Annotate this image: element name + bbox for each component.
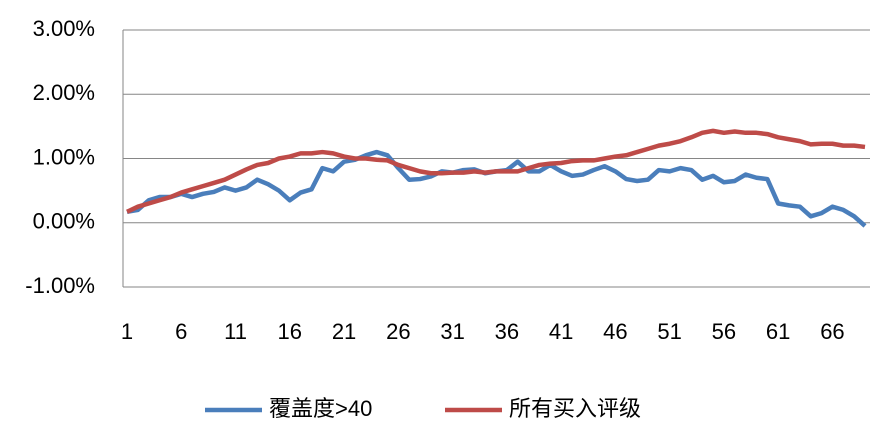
y-tick-label: 3.00% <box>33 16 95 41</box>
x-tick-label: 51 <box>657 319 681 344</box>
x-tick-label: 41 <box>549 319 573 344</box>
x-tick-label: 56 <box>712 319 736 344</box>
x-tick-label: 31 <box>440 319 464 344</box>
x-tick-label: 16 <box>278 319 302 344</box>
x-tick-label: 21 <box>332 319 356 344</box>
y-tick-label: 1.00% <box>33 144 95 169</box>
x-tick-label: 26 <box>386 319 410 344</box>
y-tick-label: 2.00% <box>33 80 95 105</box>
series-line <box>126 149 867 228</box>
legend-label: 所有买入评级 <box>509 396 641 421</box>
x-tick-label: 6 <box>175 319 187 344</box>
x-tick-label: 61 <box>766 319 790 344</box>
legend-label: 覆盖度>40 <box>269 396 372 421</box>
x-tick-label: 46 <box>603 319 627 344</box>
x-tick-label: 11 <box>224 319 247 344</box>
series-line <box>126 128 866 214</box>
x-tick-label: 66 <box>820 319 844 344</box>
x-tick-label: 1 <box>121 319 133 344</box>
y-tick-label: 0.00% <box>33 209 95 234</box>
y-tick-label: -1.00% <box>25 273 95 298</box>
x-tick-label: 36 <box>495 319 519 344</box>
